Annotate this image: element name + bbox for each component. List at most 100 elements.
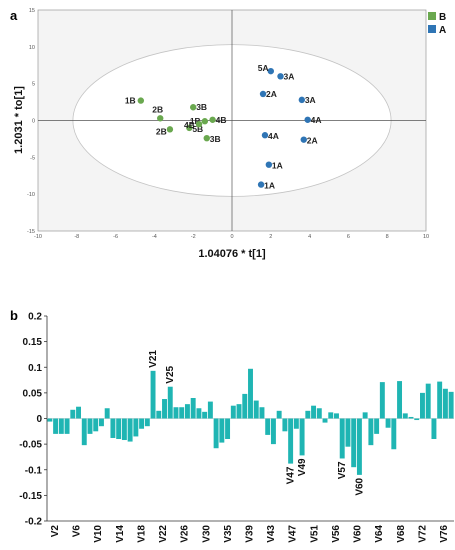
score-point-5b xyxy=(186,124,193,132)
loading-bar xyxy=(53,418,59,434)
loadings-x-tick-label: V60 xyxy=(353,525,364,543)
loading-bar xyxy=(431,418,437,439)
score-point-2b xyxy=(157,115,164,122)
loading-bar xyxy=(437,381,443,419)
scores-x-tick-label: -6 xyxy=(113,234,118,240)
loading-bar xyxy=(408,416,414,419)
score-point-5a xyxy=(267,67,274,75)
loading-bar xyxy=(356,418,362,475)
scores-x-tick-label: -2 xyxy=(191,234,196,240)
loading-bar xyxy=(276,410,282,419)
loadings-y-tick-label: 0.2 xyxy=(28,312,42,323)
scores-x-tick-label: 0 xyxy=(230,234,233,240)
loading-bar xyxy=(448,391,454,419)
loading-bar xyxy=(322,418,328,423)
loading-bar xyxy=(167,386,173,419)
loading-bar xyxy=(334,413,339,419)
loading-bar xyxy=(385,418,391,428)
loading-bar xyxy=(345,418,351,447)
scores-y-tick-label: -10 xyxy=(27,192,35,198)
loadings-y-tick-label: 0.15 xyxy=(23,337,43,348)
score-point-3b xyxy=(190,104,197,111)
scores-y-tick-label: 0 xyxy=(32,119,35,125)
loading-bar xyxy=(339,418,345,459)
loading-bar xyxy=(259,407,265,419)
loading-annotation: V49 xyxy=(297,458,308,476)
loading-bar xyxy=(104,408,110,419)
loadings-x-tick-label: V35 xyxy=(223,525,234,543)
loading-bar xyxy=(328,412,334,419)
score-point-2b xyxy=(166,126,174,133)
loading-bar xyxy=(98,418,104,427)
score-point-4a xyxy=(261,132,269,139)
score-point-4b xyxy=(195,120,203,128)
loading-bar xyxy=(265,418,271,435)
loading-bar xyxy=(127,418,133,442)
loadings-y-tick-label: 0.05 xyxy=(23,388,43,399)
loading-bar xyxy=(368,418,374,446)
loading-bar xyxy=(230,405,236,419)
loadings-y-tick-label: 0.1 xyxy=(28,363,42,374)
score-point-label: 4A xyxy=(311,115,322,125)
loadings-y-tick-label: 0 xyxy=(36,414,42,425)
loading-bar xyxy=(219,418,225,443)
score-point-1b xyxy=(201,118,209,125)
scores-x-tick-label: 6 xyxy=(347,234,350,240)
score-point-4a xyxy=(304,116,311,123)
loadings-y-tick-label: -0.1 xyxy=(25,465,43,476)
loading-bar xyxy=(139,418,145,429)
loadings-x-tick-label: V14 xyxy=(115,525,126,543)
score-point-label: 2B xyxy=(156,126,167,136)
scores-legend: B A xyxy=(428,12,446,36)
loading-bar xyxy=(351,418,357,468)
loadings-x-tick-label: V18 xyxy=(136,525,147,543)
score-point-label: 4B xyxy=(184,120,195,130)
loading-bar xyxy=(133,418,139,437)
scores-x-tick-label: -10 xyxy=(34,234,42,240)
loadings-x-tick-label: V47 xyxy=(288,525,299,543)
loading-bar xyxy=(311,405,317,419)
loading-bar xyxy=(225,418,231,439)
score-point-4b xyxy=(209,116,216,123)
loading-bar xyxy=(173,407,179,419)
loading-bar xyxy=(420,392,425,419)
loading-bar xyxy=(162,399,167,419)
scores-y-tick-label: 5 xyxy=(32,82,35,88)
loadings-x-tick-label: V51 xyxy=(309,525,320,543)
loadings-x-tick-label: V76 xyxy=(439,525,450,543)
score-point-label: 5B xyxy=(192,124,203,134)
loading-bar xyxy=(425,383,431,419)
scores-x-tick-label: 8 xyxy=(386,234,389,240)
score-point-3b xyxy=(203,134,210,142)
loading-bar xyxy=(299,418,305,456)
scores-y-tick-label: -15 xyxy=(27,229,35,235)
loading-bar xyxy=(150,370,156,419)
score-point-2a xyxy=(259,90,267,98)
loadings-y-tick-label: -0.2 xyxy=(25,517,43,528)
loading-annotation: V25 xyxy=(165,365,176,383)
loading-bar xyxy=(288,418,294,464)
loading-bar xyxy=(305,410,311,419)
legend-label-a: A xyxy=(439,25,446,36)
loading-bar xyxy=(156,410,162,419)
score-point-label: 1B xyxy=(125,96,136,106)
score-point-label: 4B xyxy=(216,115,227,125)
scores-plot-layer: -10 -8 -6 -4 -2 0 2 4 6 8 10151050-5-10-151B2B2B3B… xyxy=(27,8,429,240)
score-point-label: 2B xyxy=(152,104,163,114)
loading-bar xyxy=(184,404,190,419)
scores-x-tick-label: 2 xyxy=(269,234,272,240)
loadings-x-tick-label: V30 xyxy=(201,525,212,543)
loadings-x-tick-label: V56 xyxy=(331,525,342,543)
loading-bar xyxy=(379,382,385,419)
loading-bar xyxy=(293,418,299,429)
loading-annotation: V47 xyxy=(286,466,297,484)
loadings-x-tick-label: V10 xyxy=(93,525,104,543)
loading-annotation: V21 xyxy=(148,350,159,368)
loading-annotation: V60 xyxy=(354,477,365,495)
scores-plot-group: -10 -8 -6 -4 -2 0 2 4 6 8 10151050-5-10-151B2B2B3B… xyxy=(27,8,429,240)
loading-bar xyxy=(76,406,81,419)
loading-bar xyxy=(253,400,259,419)
loading-bar xyxy=(402,413,408,419)
loading-bar xyxy=(47,418,53,422)
loadings-x-tick-label: V43 xyxy=(266,525,277,543)
